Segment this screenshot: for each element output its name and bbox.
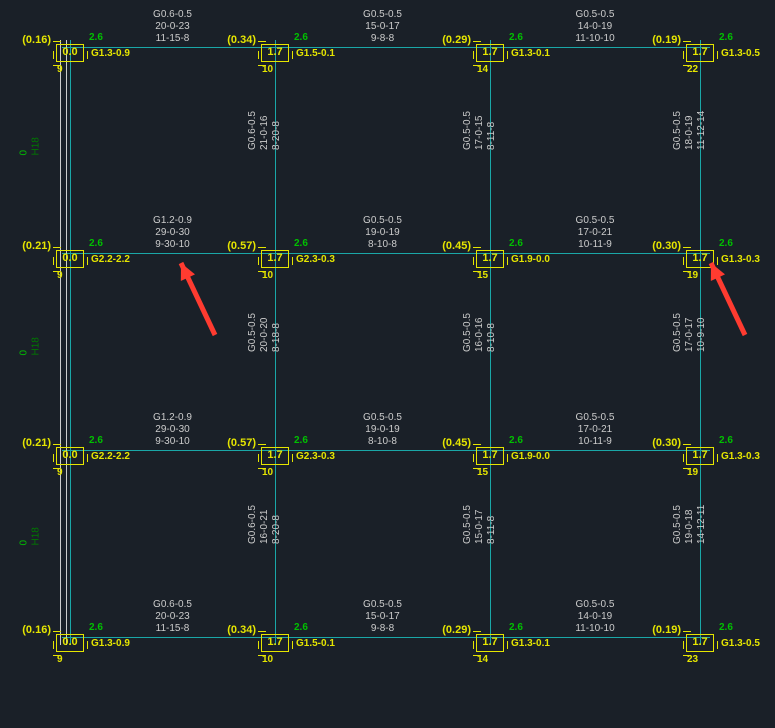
beam-label-horizontal: G0.5-0.519-0-198-10-8 [363,412,402,448]
side-label: H18 [31,137,42,155]
beam-label-vertical: G0.5-0.518-0-1911-12-14 [672,111,708,150]
side-label: H18 [31,527,42,545]
structural-grid-canvas: 0.0(0.16)2.6G1.3-0.991.7(0.34)2.6G1.5-0.… [0,0,775,728]
beam-label-vertical: G0.6-0.521-0-168-20-8 [247,111,283,150]
beam-label-horizontal: G0.5-0.514-0-1911-10-10 [575,599,614,635]
annotation-arrow [169,251,227,347]
beam-label-horizontal: G0.5-0.519-0-198-10-8 [363,215,402,251]
node-g-label: G1.3-0.1 [511,47,550,61]
node-g-label: G1.5-0.1 [296,637,335,651]
node-g-label: G1.9-0.0 [511,450,550,464]
beam-label-vertical: G0.5-0.516-0-168-10-8 [462,313,498,352]
node-g-label: G1.3-0.5 [721,637,760,651]
beam-label-horizontal: G0.5-0.515-0-179-8-8 [363,9,402,45]
node-g-label: G1.3-0.1 [511,637,550,651]
node-g-label: G1.3-0.3 [721,450,760,464]
node-g-label: G1.3-0.5 [721,47,760,61]
node-g-label: G1.3-0.9 [91,637,130,651]
node-g-label: G2.3-0.3 [296,450,335,464]
beam-label-horizontal: G0.6-0.520-0-2311-15-8 [153,599,192,635]
beam-label-horizontal: G0.5-0.517-0-2110-11-9 [576,215,615,251]
side-label: 0 [19,150,30,156]
beam-label-vertical: G0.5-0.517-0-1710-9-10 [672,313,708,352]
side-label: 0 [19,540,30,546]
beam-label-vertical: G0.5-0.515-0-178-11-8 [462,505,498,544]
beam-label-vertical: G0.5-0.519-0-1814-12-11 [672,504,708,543]
beam-label-horizontal: G1.2-0.929-0-309-30-10 [153,412,192,448]
beam-label-vertical: G0.6-0.516-0-218-20-8 [247,505,283,544]
side-label: H18 [31,337,42,355]
node-g-label: G1.3-0.9 [91,47,130,61]
side-label: 0 [19,350,30,356]
node-g-label: G1.9-0.0 [511,253,550,267]
node-g-label: G2.3-0.3 [296,253,335,267]
node-g-label: G1.3-0.3 [721,253,760,267]
beam-label-horizontal: G0.6-0.520-0-2311-15-8 [153,9,192,45]
node-g-label: G2.2-2.2 [91,450,130,464]
beam-label-horizontal: G0.5-0.515-0-179-8-8 [363,599,402,635]
beam-label-vertical: G0.5-0.517-0-158-11-8 [462,111,498,150]
beam-label-horizontal: G1.2-0.929-0-309-30-10 [153,215,192,251]
beam-label-horizontal: G0.5-0.517-0-2110-11-9 [576,412,615,448]
node-g-label: G1.5-0.1 [296,47,335,61]
beam-label-vertical: G0.5-0.520-0-208-18-8 [247,313,283,352]
node-g-label: G2.2-2.2 [91,253,130,267]
beam-label-horizontal: G0.5-0.514-0-1911-10-10 [575,9,614,45]
